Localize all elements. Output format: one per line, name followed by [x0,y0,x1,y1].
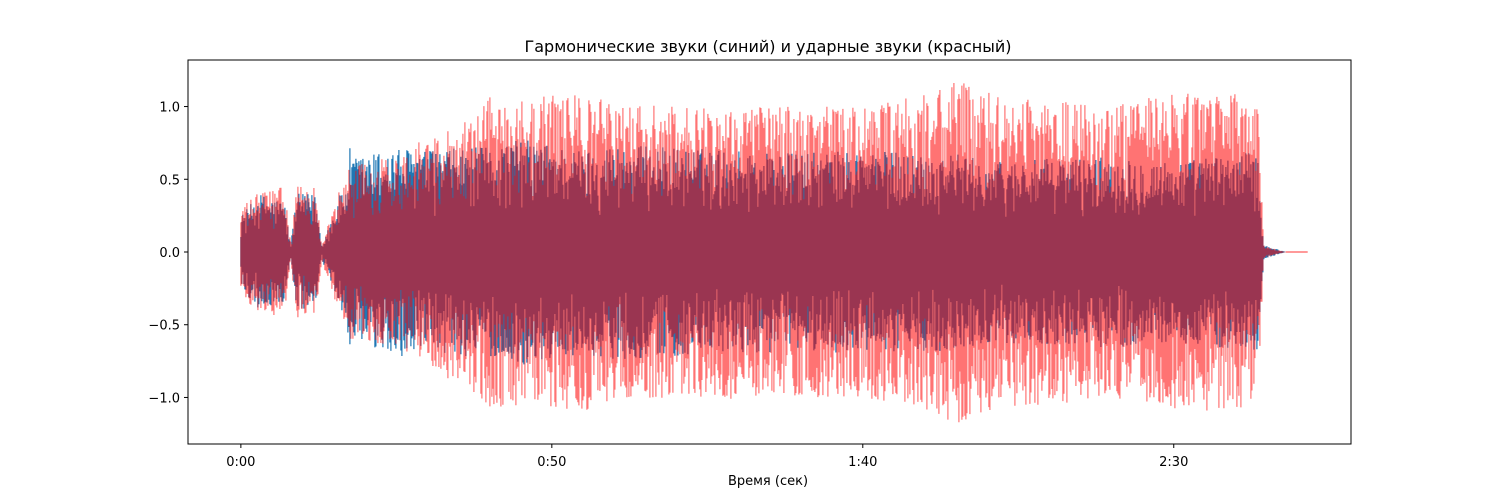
y-tick-label: 1.0 [159,101,180,116]
x-tick-label: 1:40 [848,455,877,470]
x-tick-label: 2:30 [1159,455,1188,470]
chart-title: Гармонические звуки (синий) и ударные зв… [524,37,1011,56]
y-tick-label: 0.0 [159,246,180,261]
y-tick-label: 0.5 [159,173,180,188]
x-tick-label: 0:00 [226,455,255,470]
x-axis-label: Время (сек) [728,474,808,489]
y-axis: 1.0 0.5 0.0 −0.5 −1.0 [148,101,188,406]
y-tick-label: −0.5 [148,319,180,334]
x-tick-label: 0:50 [537,455,566,470]
y-tick-label: −1.0 [148,391,180,406]
plot-area [240,83,1308,423]
x-axis: 0:00 0:50 1:40 2:30 [226,444,1188,470]
percussive-series-line [240,83,1286,423]
